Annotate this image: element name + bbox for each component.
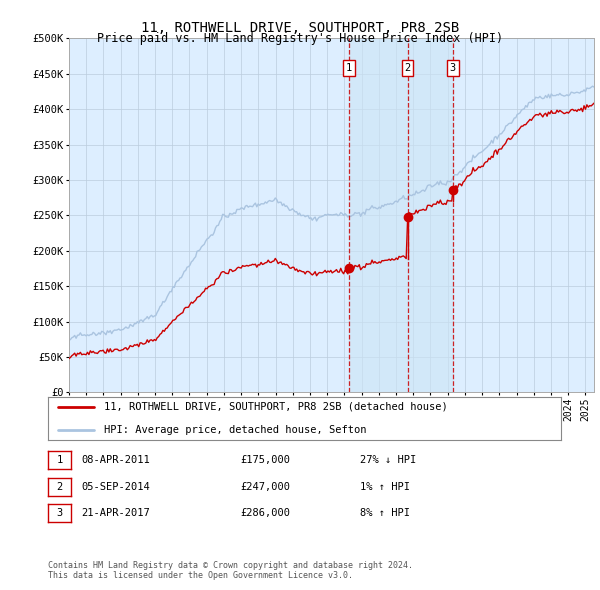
Text: 3: 3 bbox=[450, 63, 456, 73]
Text: Price paid vs. HM Land Registry's House Price Index (HPI): Price paid vs. HM Land Registry's House … bbox=[97, 32, 503, 45]
Text: 11, ROTHWELL DRIVE, SOUTHPORT, PR8 2SB: 11, ROTHWELL DRIVE, SOUTHPORT, PR8 2SB bbox=[141, 21, 459, 35]
Text: HPI: Average price, detached house, Sefton: HPI: Average price, detached house, Seft… bbox=[104, 425, 367, 435]
Text: 1: 1 bbox=[56, 455, 62, 465]
Text: Contains HM Land Registry data © Crown copyright and database right 2024.: Contains HM Land Registry data © Crown c… bbox=[48, 560, 413, 569]
Text: 27% ↓ HPI: 27% ↓ HPI bbox=[360, 455, 416, 465]
Text: 05-SEP-2014: 05-SEP-2014 bbox=[81, 482, 150, 491]
Bar bbox=[349, 38, 408, 392]
Bar bbox=[408, 38, 453, 392]
Text: £286,000: £286,000 bbox=[240, 509, 290, 518]
Text: 8% ↑ HPI: 8% ↑ HPI bbox=[360, 509, 410, 518]
Text: 1% ↑ HPI: 1% ↑ HPI bbox=[360, 482, 410, 491]
Text: 2: 2 bbox=[56, 482, 62, 491]
Text: 08-APR-2011: 08-APR-2011 bbox=[81, 455, 150, 465]
Text: 21-APR-2017: 21-APR-2017 bbox=[81, 509, 150, 518]
Text: 3: 3 bbox=[56, 509, 62, 518]
Text: This data is licensed under the Open Government Licence v3.0.: This data is licensed under the Open Gov… bbox=[48, 571, 353, 580]
Text: £247,000: £247,000 bbox=[240, 482, 290, 491]
Text: £175,000: £175,000 bbox=[240, 455, 290, 465]
Text: 11, ROTHWELL DRIVE, SOUTHPORT, PR8 2SB (detached house): 11, ROTHWELL DRIVE, SOUTHPORT, PR8 2SB (… bbox=[104, 402, 448, 412]
Text: 2: 2 bbox=[404, 63, 411, 73]
Text: 1: 1 bbox=[346, 63, 352, 73]
